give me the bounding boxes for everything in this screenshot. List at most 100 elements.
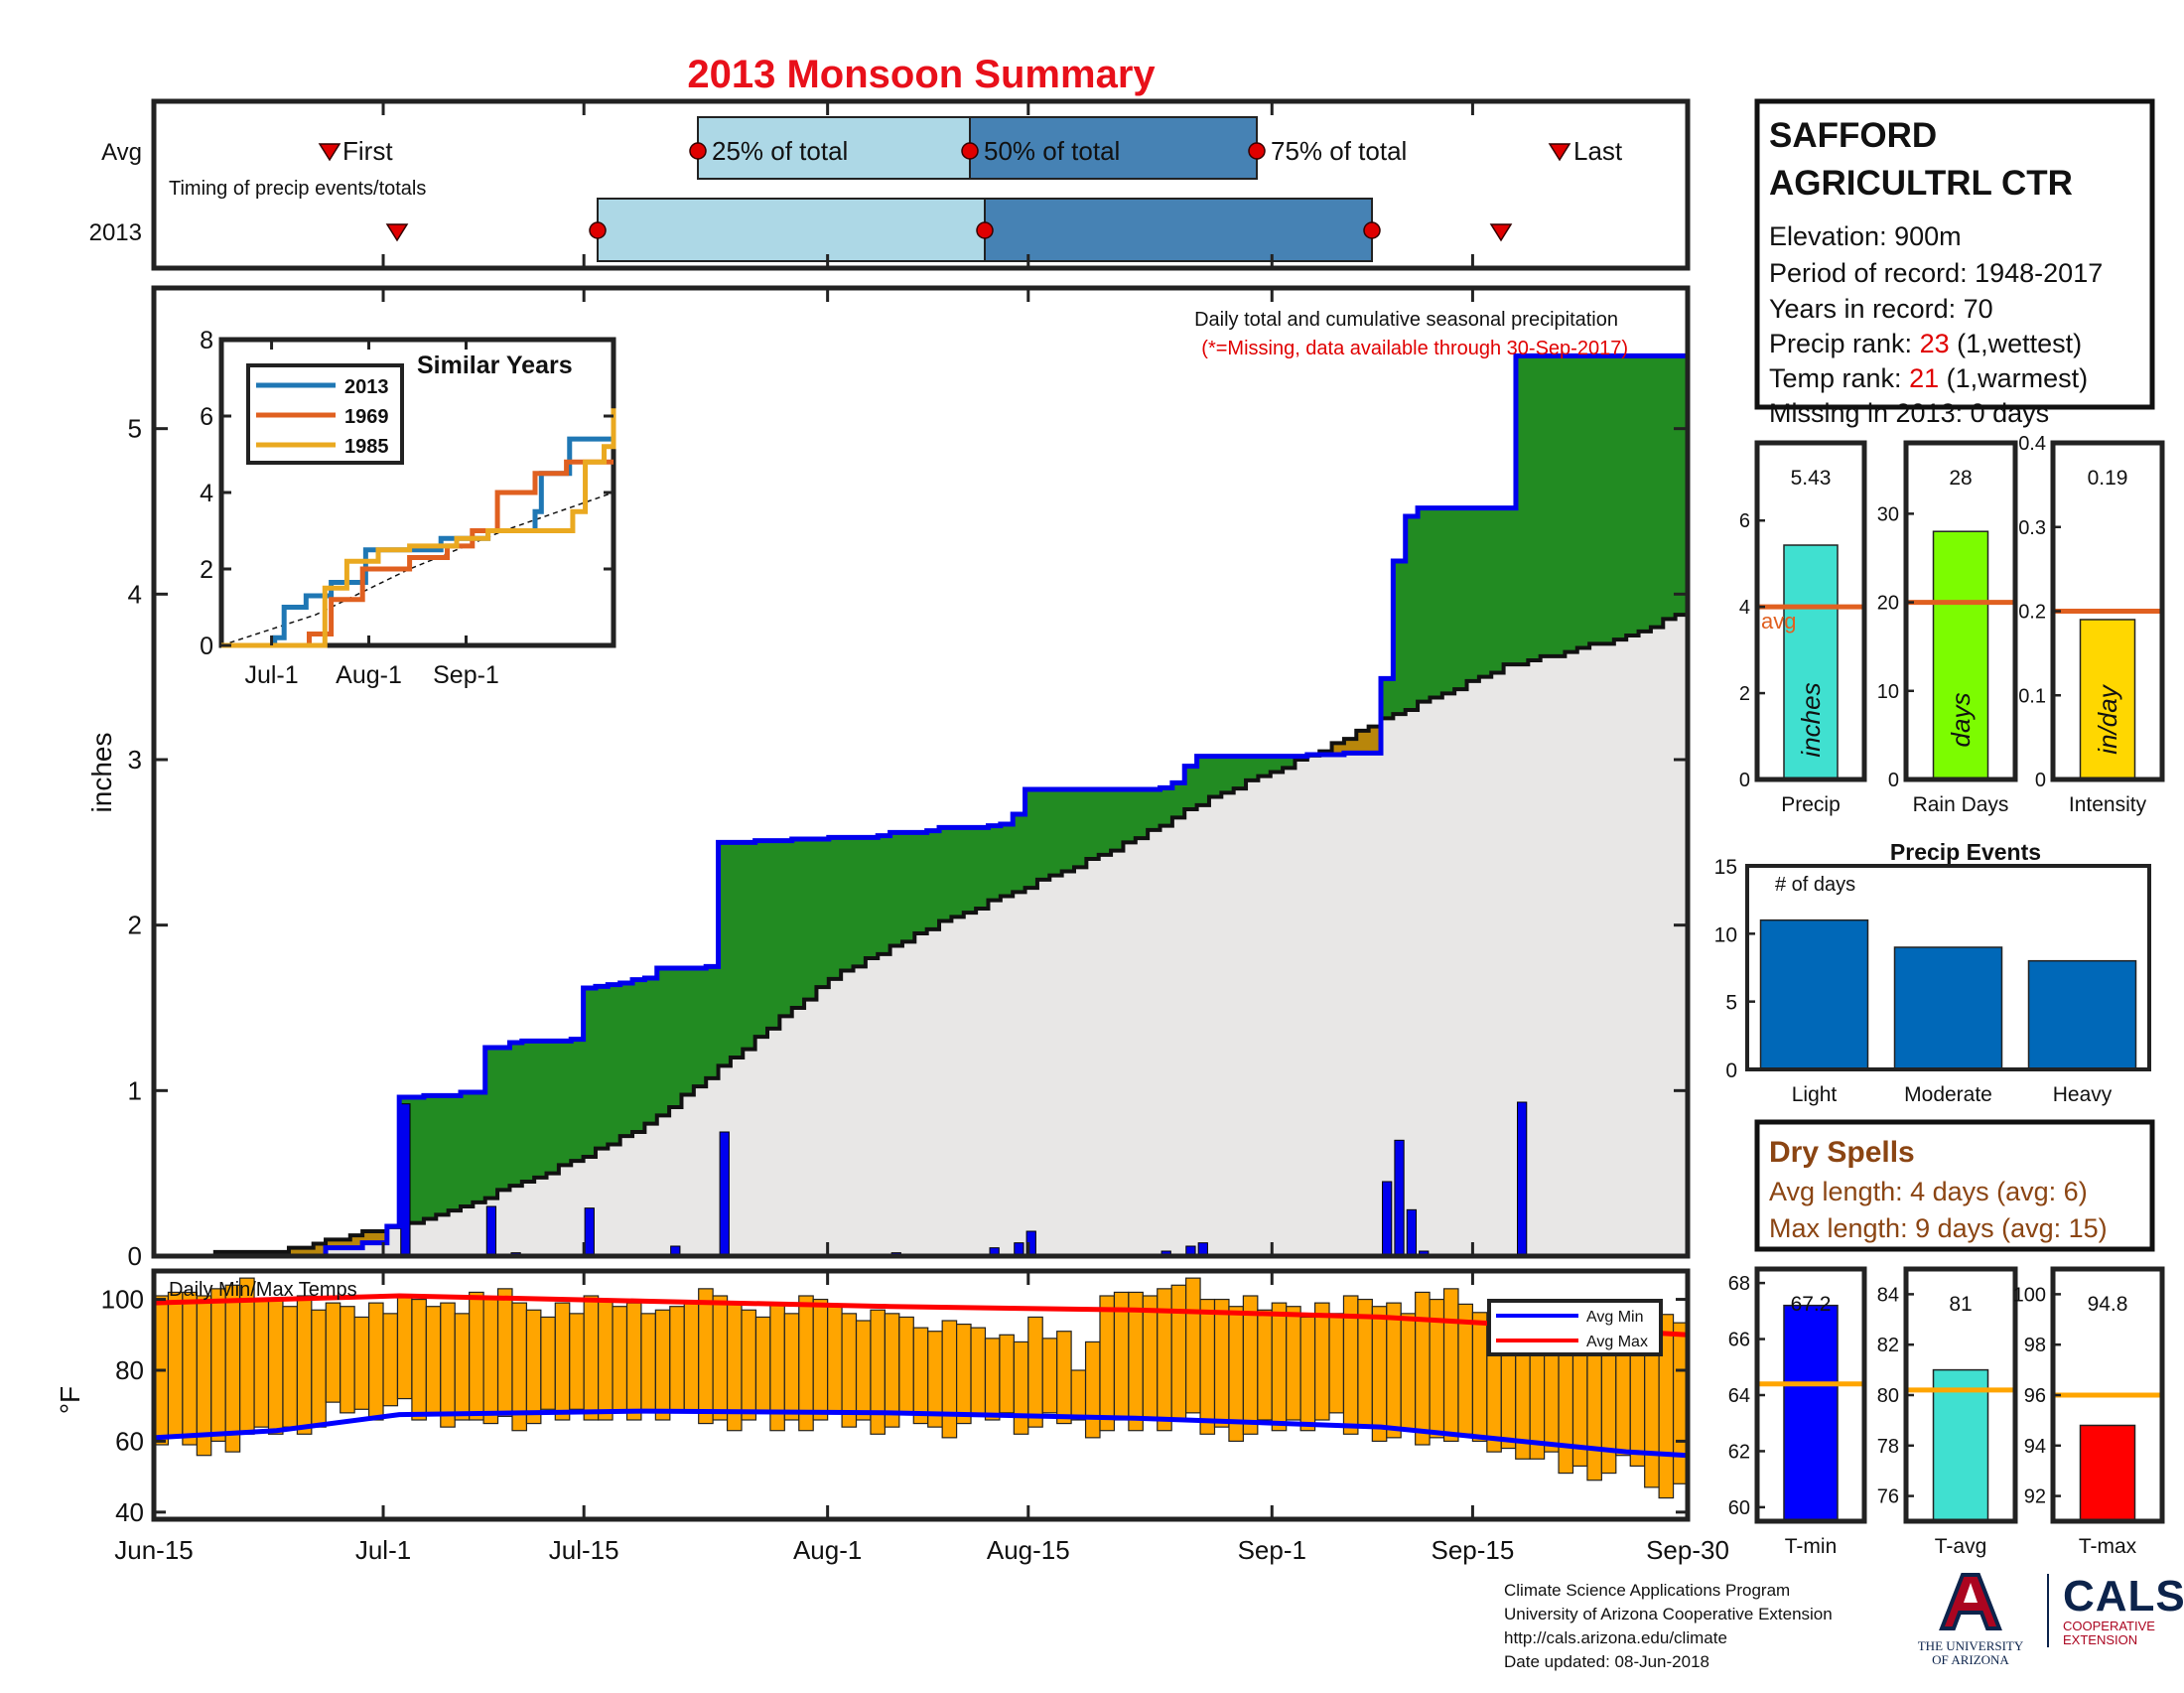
timing-panel: First 25% of total 50% of total 75% of t… xyxy=(89,98,1691,271)
p75-label: 75% of total xyxy=(1271,136,1407,166)
panel-unit-label: inches xyxy=(1796,682,1826,757)
main-ytick-label: 1 xyxy=(128,1075,142,1105)
daily-temp-bar xyxy=(783,1313,800,1421)
panel-ytick-label: 20 xyxy=(1877,593,1899,615)
temp-ytick-label: 100 xyxy=(101,1285,144,1315)
figure-title: 2013 Monsoon Summary xyxy=(687,53,1156,96)
daily-temp-bar xyxy=(1371,1306,1388,1443)
event-category-label: Moderate xyxy=(1904,1083,1992,1106)
daily-temp-bar xyxy=(396,1295,413,1400)
inset-ytick-label: 6 xyxy=(200,403,213,431)
daily-temp-bar xyxy=(1400,1313,1417,1432)
footer-line-1: Climate Science Applications Program xyxy=(1504,1581,1791,1600)
daily-temp-bar xyxy=(1128,1291,1144,1432)
event-bar-heavy xyxy=(2027,959,2137,1070)
avg-p25-marker xyxy=(689,142,707,160)
cals-sub-2: EXTENSION xyxy=(2063,1632,2138,1647)
ua-line-1: THE UNIVERSITY xyxy=(1917,1638,2024,1653)
temperature-chart: 40 60 80 100 Daily Min/Max Temps °F Avg Min… xyxy=(55,1268,1691,1527)
event-category-label: Heavy xyxy=(2053,1083,2113,1106)
daily-temp-bar xyxy=(454,1313,471,1421)
panel-bar-t-min xyxy=(1783,1304,1839,1522)
daily-temp-bar xyxy=(984,1338,1001,1421)
temp-legend xyxy=(1487,1299,1663,1356)
panel-ytick-label: 82 xyxy=(1877,1335,1899,1356)
panel-category-label: Precip xyxy=(1781,793,1841,816)
inset-ytick-label: 4 xyxy=(200,480,213,507)
daily-temp-bar xyxy=(640,1313,656,1414)
daily-temp-bar xyxy=(1442,1288,1459,1443)
temp-ticks: 40 60 80 100 xyxy=(101,1285,1688,1527)
daily-temp-bar xyxy=(741,1309,757,1421)
panel-ytick-label: 0 xyxy=(1739,770,1750,791)
event-ytick-label: 10 xyxy=(1714,923,1737,946)
main-ytick-label: 0 xyxy=(128,1241,142,1271)
last-label: Last xyxy=(1573,136,1623,166)
daily-temp-bar xyxy=(440,1302,456,1428)
daily-temp-bars xyxy=(153,1277,1689,1499)
daily-temp-bar xyxy=(827,1306,843,1414)
panel-value-label: 67.2 xyxy=(1791,1293,1832,1316)
daily-temp-bar xyxy=(1328,1313,1345,1414)
daily-temp-bar xyxy=(1056,1331,1072,1425)
dry-spells-title: Dry Spells xyxy=(1769,1136,1915,1169)
panel-ytick-label: 0.2 xyxy=(2018,602,2046,624)
panel-ytick-label: 0.4 xyxy=(2018,433,2046,455)
avg-q1-box xyxy=(697,116,971,180)
inset-ytick-label: 2 xyxy=(200,556,213,584)
daily-precip-bar xyxy=(584,1207,595,1257)
daily-temp-bar xyxy=(754,1316,771,1414)
daily-temp-bar xyxy=(812,1298,829,1421)
daily-temp-bar xyxy=(1142,1295,1159,1421)
panel-ytick-label: 4 xyxy=(1739,597,1750,619)
date-tick-label: Sep-30 xyxy=(1646,1535,1729,1565)
daily-precip-bar xyxy=(485,1205,497,1257)
daily-precip-bars xyxy=(400,1101,1528,1257)
panel-bar-rain-days xyxy=(1932,530,1989,780)
avg-min-label: Avg Min xyxy=(1586,1309,1644,1326)
footer-line-3[interactable]: http://cals.arizona.edu/climate xyxy=(1504,1628,1727,1647)
daily-temp-bar xyxy=(167,1291,184,1439)
daily-temp-bar xyxy=(569,1313,585,1410)
daily-temp-bar xyxy=(683,1302,700,1414)
daily-temp-bar xyxy=(1213,1298,1230,1428)
station-temp-rank: Temp rank: 21 (1,warmest) xyxy=(1769,363,2088,393)
events-note: # of days xyxy=(1775,874,1855,896)
temp-frame xyxy=(151,1268,1691,1522)
avg-row-label: Avg xyxy=(101,139,142,166)
p25-label: 25% of total xyxy=(712,136,848,166)
daily-temp-bar xyxy=(912,1327,929,1425)
panel-ytick-label: 68 xyxy=(1728,1273,1750,1295)
event-ticks: 0 5 10 15 Light Moderate Heavy xyxy=(1714,856,2113,1106)
footer-credits: Climate Science Applications Program Uni… xyxy=(1504,1579,1833,1674)
daily-temp-bar xyxy=(554,1302,571,1421)
daily-temp-bar xyxy=(196,1295,212,1457)
daily-temp-bar xyxy=(970,1327,987,1418)
cals-sub-1: COOPERATIVE xyxy=(2063,1619,2155,1633)
daily-temp-bar xyxy=(625,1302,642,1421)
daily-temp-bar xyxy=(353,1316,370,1410)
daily-temp-bar xyxy=(1415,1291,1431,1446)
main-chart-note: (*=Missing, data available through 30-Se… xyxy=(1201,338,1628,359)
inset-title: Similar Years xyxy=(417,352,573,379)
temp-chart-title: Daily Min/Max Temps xyxy=(169,1279,357,1301)
daily-temp-bar xyxy=(698,1288,714,1425)
daily-temp-bar xyxy=(282,1306,298,1428)
event-bar-light xyxy=(1759,918,1869,1070)
university-of-arizona-logo: THE UNIVERSITY OF ARIZONA xyxy=(1916,1569,2025,1667)
panel-bar-t-avg xyxy=(1932,1368,1989,1522)
main-ytick-label: 3 xyxy=(128,745,142,775)
y2013-q2-box xyxy=(984,198,1373,262)
event-ytick-label: 5 xyxy=(1725,992,1737,1015)
daily-temp-bar xyxy=(340,1306,355,1414)
daily-temp-bar xyxy=(496,1288,513,1418)
station-missing: Missing in 2013: 0 days xyxy=(1769,398,2049,428)
inset-ytick-label: 0 xyxy=(200,633,213,660)
panel-frame xyxy=(1754,440,1867,782)
y2013-p50-marker xyxy=(976,221,994,239)
daily-temp-bar xyxy=(224,1284,241,1453)
panel-bar-t-max xyxy=(2079,1424,2136,1522)
daily-temp-bar xyxy=(525,1309,542,1425)
station-info: SAFFORD AGRICULTRL CTR Elevation: 900m P… xyxy=(1754,98,2155,428)
